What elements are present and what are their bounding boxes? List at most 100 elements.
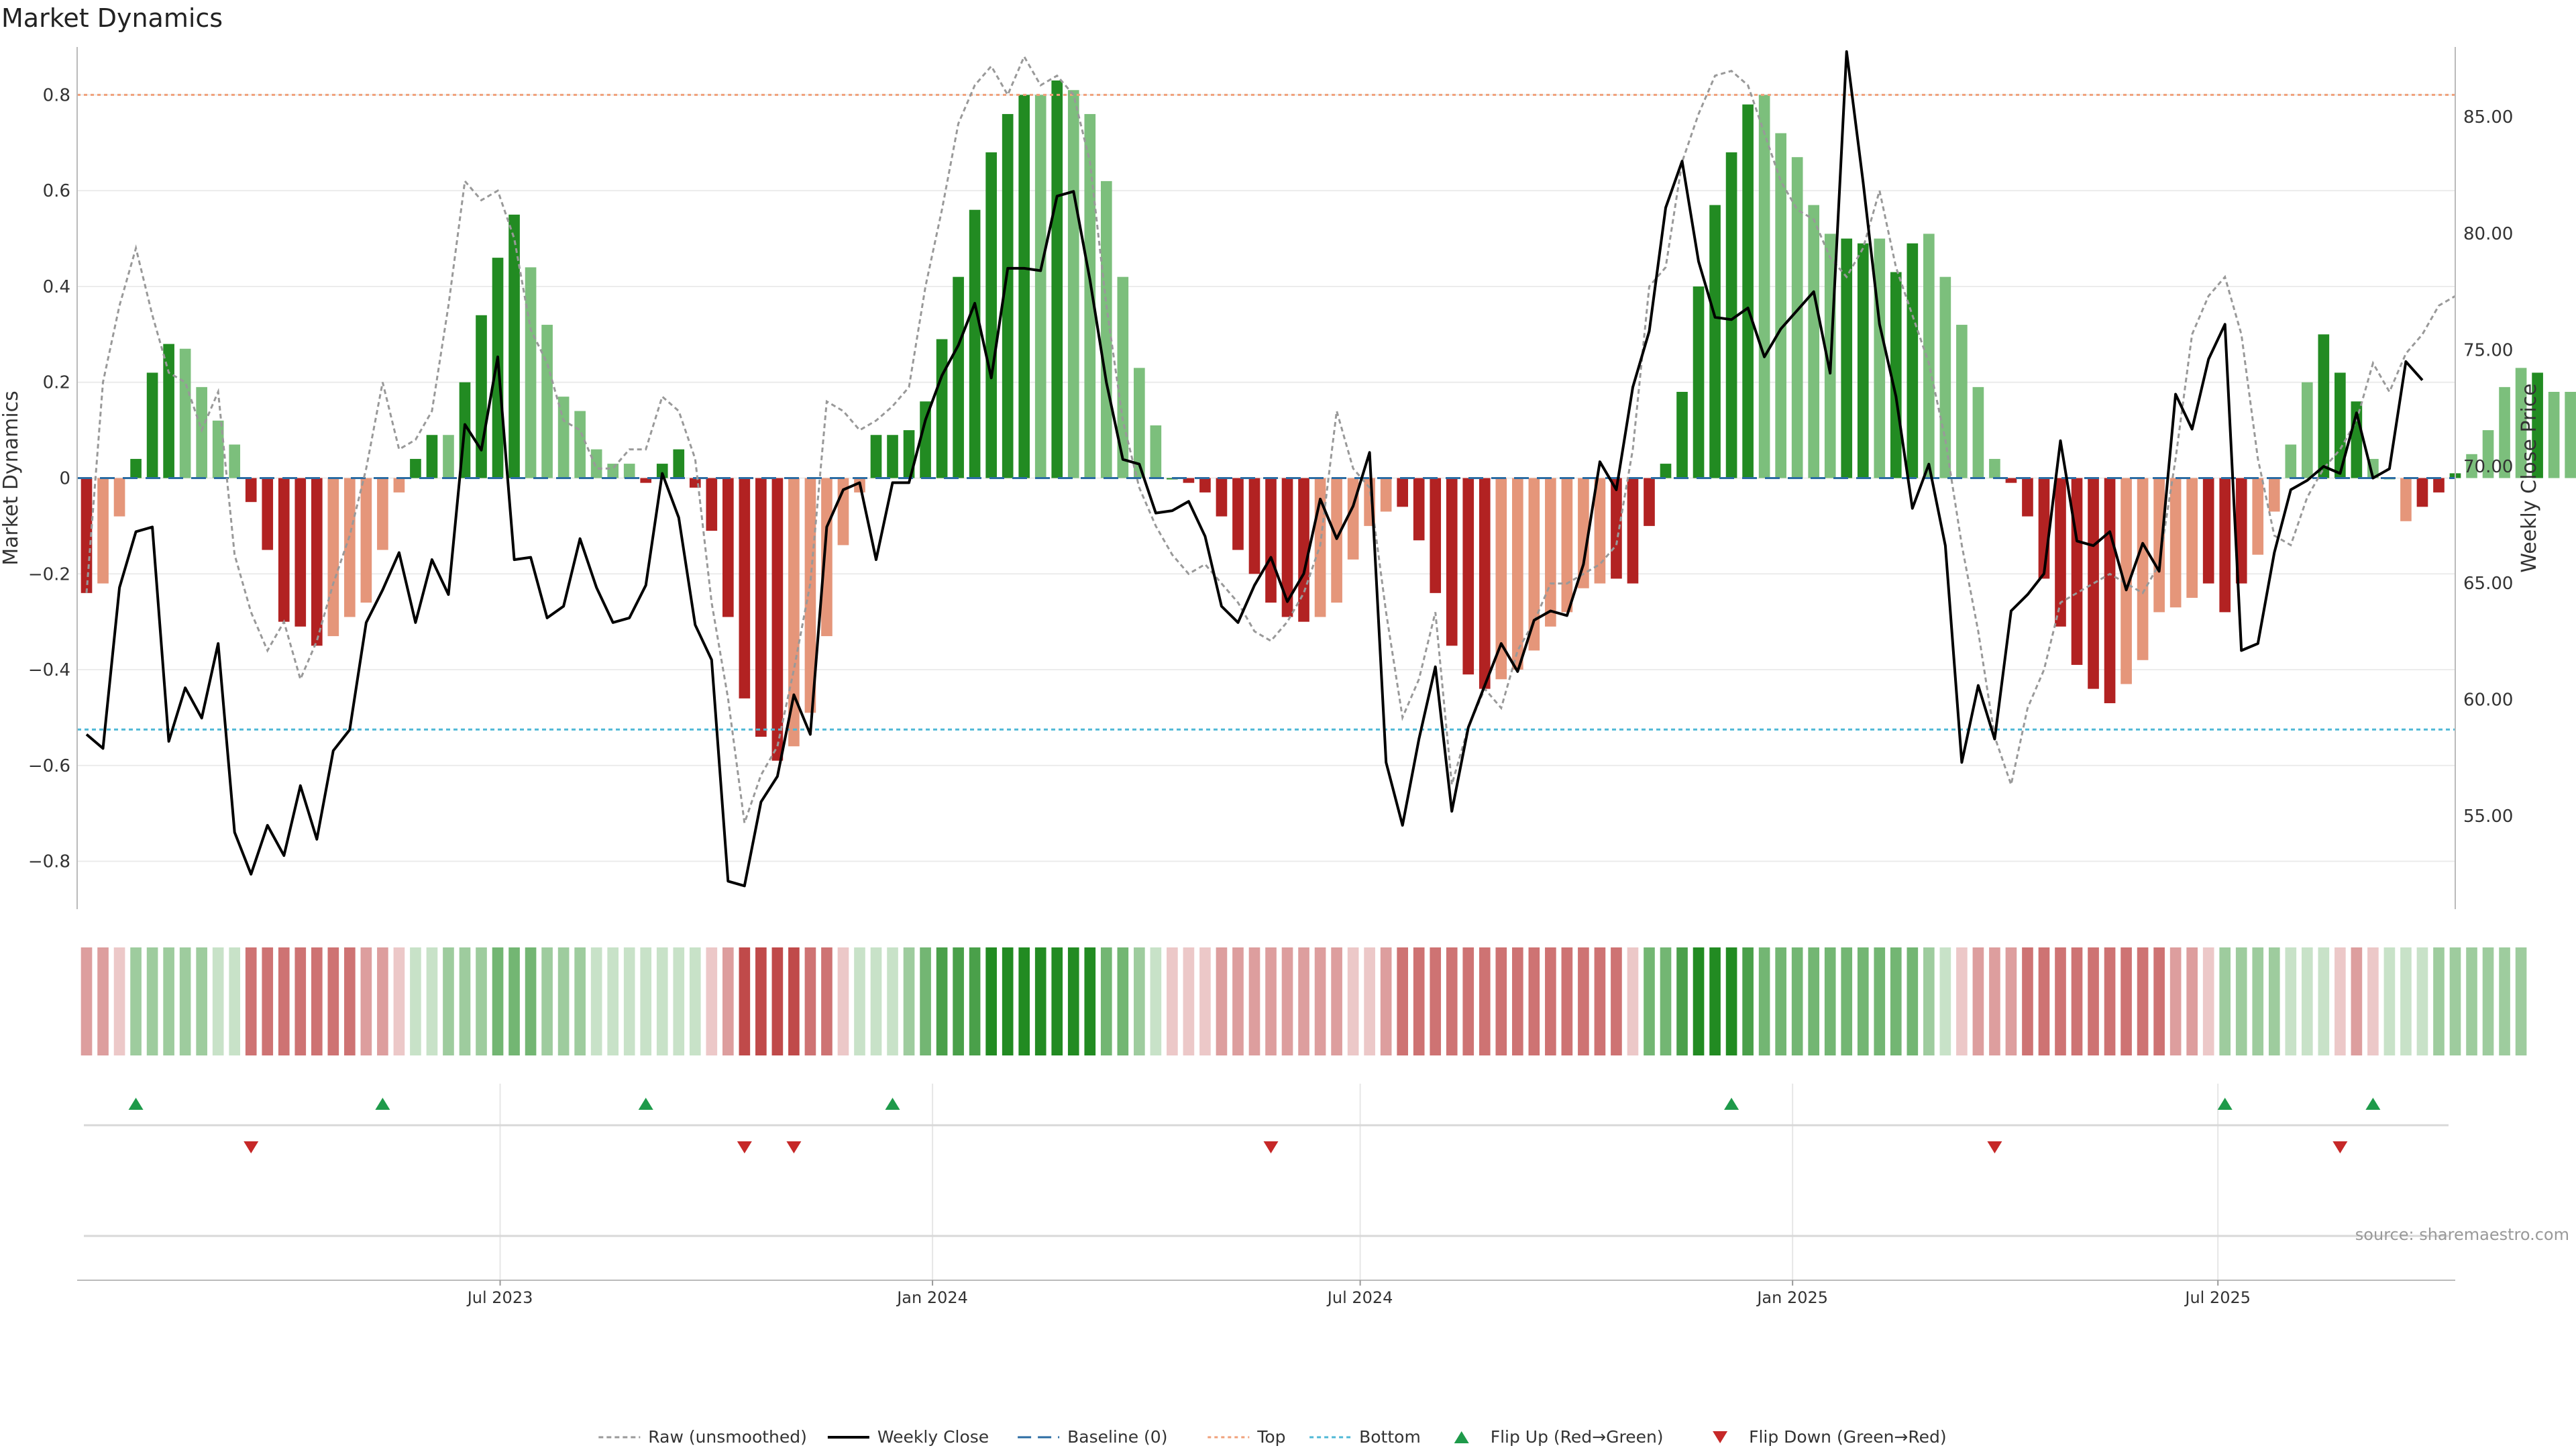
heat-cell — [1660, 947, 1672, 1055]
heat-cell — [278, 947, 290, 1055]
heat-cell — [1051, 947, 1063, 1055]
dynamics-bar — [179, 348, 191, 478]
heat-cell — [1100, 947, 1112, 1055]
dynamics-bar — [1248, 478, 1260, 574]
date-axis: Jul 2023 Jan 2024 Jul 2024 Jan 2025 Jul 2025 — [77, 1280, 2455, 1307]
y-axis-title: Market Dynamics — [0, 391, 23, 566]
heat-cell — [640, 947, 652, 1055]
heat-cell — [1183, 947, 1195, 1055]
dynamics-bar — [2235, 478, 2247, 584]
dynamics-bar — [1972, 386, 1984, 478]
x-tick-label: Jul 2025 — [2184, 1288, 2251, 1307]
dynamics-bar — [739, 478, 751, 698]
dynamics-bar — [2433, 478, 2445, 492]
raw-line — [85, 54, 2456, 823]
heat-cell — [2137, 947, 2149, 1055]
dynamics-bar — [443, 435, 454, 478]
heat-cell — [196, 947, 207, 1055]
legend: Raw (unsmoothed) Weekly Close Baseline (0)… — [598, 1427, 1947, 1447]
heat-cell — [1972, 947, 1984, 1055]
heat-cell — [2005, 947, 2017, 1055]
dynamics-bar — [656, 464, 668, 478]
flip-down-marker — [737, 1141, 752, 1153]
heat-cell — [459, 947, 471, 1055]
heat-cell — [788, 947, 800, 1055]
heat-cell — [377, 947, 388, 1055]
heat-cell — [1397, 947, 1408, 1055]
legend-label-bottom: Bottom — [1359, 1427, 1421, 1447]
dynamics-bar — [377, 478, 388, 550]
heat-cell — [327, 947, 339, 1055]
dynamics-bar — [574, 411, 586, 478]
dynamics-bar — [1578, 478, 1589, 588]
weekly-close-series — [85, 50, 2424, 888]
dynamics-bar — [130, 458, 142, 478]
raw-series — [85, 54, 2456, 823]
weekly-close-line — [85, 50, 2424, 888]
heat-cell — [2449, 947, 2461, 1055]
heat-cell — [821, 947, 833, 1055]
heat-cell — [1791, 947, 1803, 1055]
dynamics-bar — [1709, 205, 1721, 478]
dynamics-bar — [294, 478, 307, 627]
heat-cell — [393, 947, 405, 1055]
dynamics-bar — [393, 478, 405, 492]
heat-cell — [1018, 947, 1030, 1055]
legend-label-top: Top — [1256, 1427, 1285, 1447]
dynamics-bar — [755, 478, 767, 737]
dynamics-bar — [1907, 243, 1919, 478]
dynamics-bar — [936, 339, 948, 478]
heat-cell — [2235, 947, 2247, 1055]
heat-cell — [1857, 947, 1869, 1055]
dynamics-bar — [1939, 276, 1951, 478]
dynamics-bar — [903, 430, 915, 478]
dynamics-bar — [278, 478, 290, 622]
heat-cell — [2055, 947, 2066, 1055]
heat-cell — [1430, 947, 1442, 1055]
heat-cell — [443, 947, 454, 1055]
legend-flip-up-symbol — [1454, 1431, 1469, 1443]
dynamics-bar — [887, 435, 898, 478]
heat-cell — [541, 947, 553, 1055]
dynamics-bar — [212, 420, 224, 478]
heat-cell — [130, 947, 142, 1055]
dynamics-bar — [1742, 104, 1754, 478]
dynamics-bar — [2202, 478, 2214, 584]
dynamics-bar — [623, 464, 635, 478]
heat-cell — [722, 947, 734, 1055]
heat-cell — [2334, 947, 2346, 1055]
heat-cell — [525, 947, 537, 1055]
heat-cell — [1611, 947, 1622, 1055]
dynamics-bar — [1331, 478, 1342, 603]
dynamics-bar — [2416, 478, 2428, 507]
axes: −0.8 −0.6 −0.4 −0.2 0 0.2 0.4 0.6 0.8 55.00 60.00 6… — [0, 47, 2541, 909]
heat-cell — [262, 947, 274, 1055]
y-tick-label: 0 — [59, 469, 70, 489]
dynamics-bar — [870, 435, 882, 478]
heat-cell — [492, 947, 504, 1055]
heat-cell — [1545, 947, 1556, 1055]
dynamics-bar — [2022, 478, 2033, 517]
heat-cell — [985, 947, 997, 1055]
dynamics-bar — [2104, 478, 2116, 704]
dynamics-bar — [1265, 478, 1277, 603]
dynamics-bar — [1479, 478, 1491, 689]
heat-cell — [179, 947, 191, 1055]
heat-cell — [804, 947, 816, 1055]
dynamics-bar — [1199, 478, 1211, 492]
heat-cell — [1511, 947, 1523, 1055]
heat-cell — [1989, 947, 2000, 1055]
heat-cell — [590, 947, 602, 1055]
heat-cell — [1890, 947, 1902, 1055]
dynamics-bar — [1150, 425, 1162, 478]
dynamics-bar — [920, 401, 931, 478]
heat-cell — [1265, 947, 1277, 1055]
dynamics-bar — [1397, 478, 1408, 507]
heat-cell — [1742, 947, 1754, 1055]
heat-cell — [887, 947, 898, 1055]
heat-cell — [1808, 947, 1820, 1055]
heat-cell — [1216, 947, 1228, 1055]
flip-down-marker — [244, 1141, 259, 1153]
heat-cell — [854, 947, 865, 1055]
